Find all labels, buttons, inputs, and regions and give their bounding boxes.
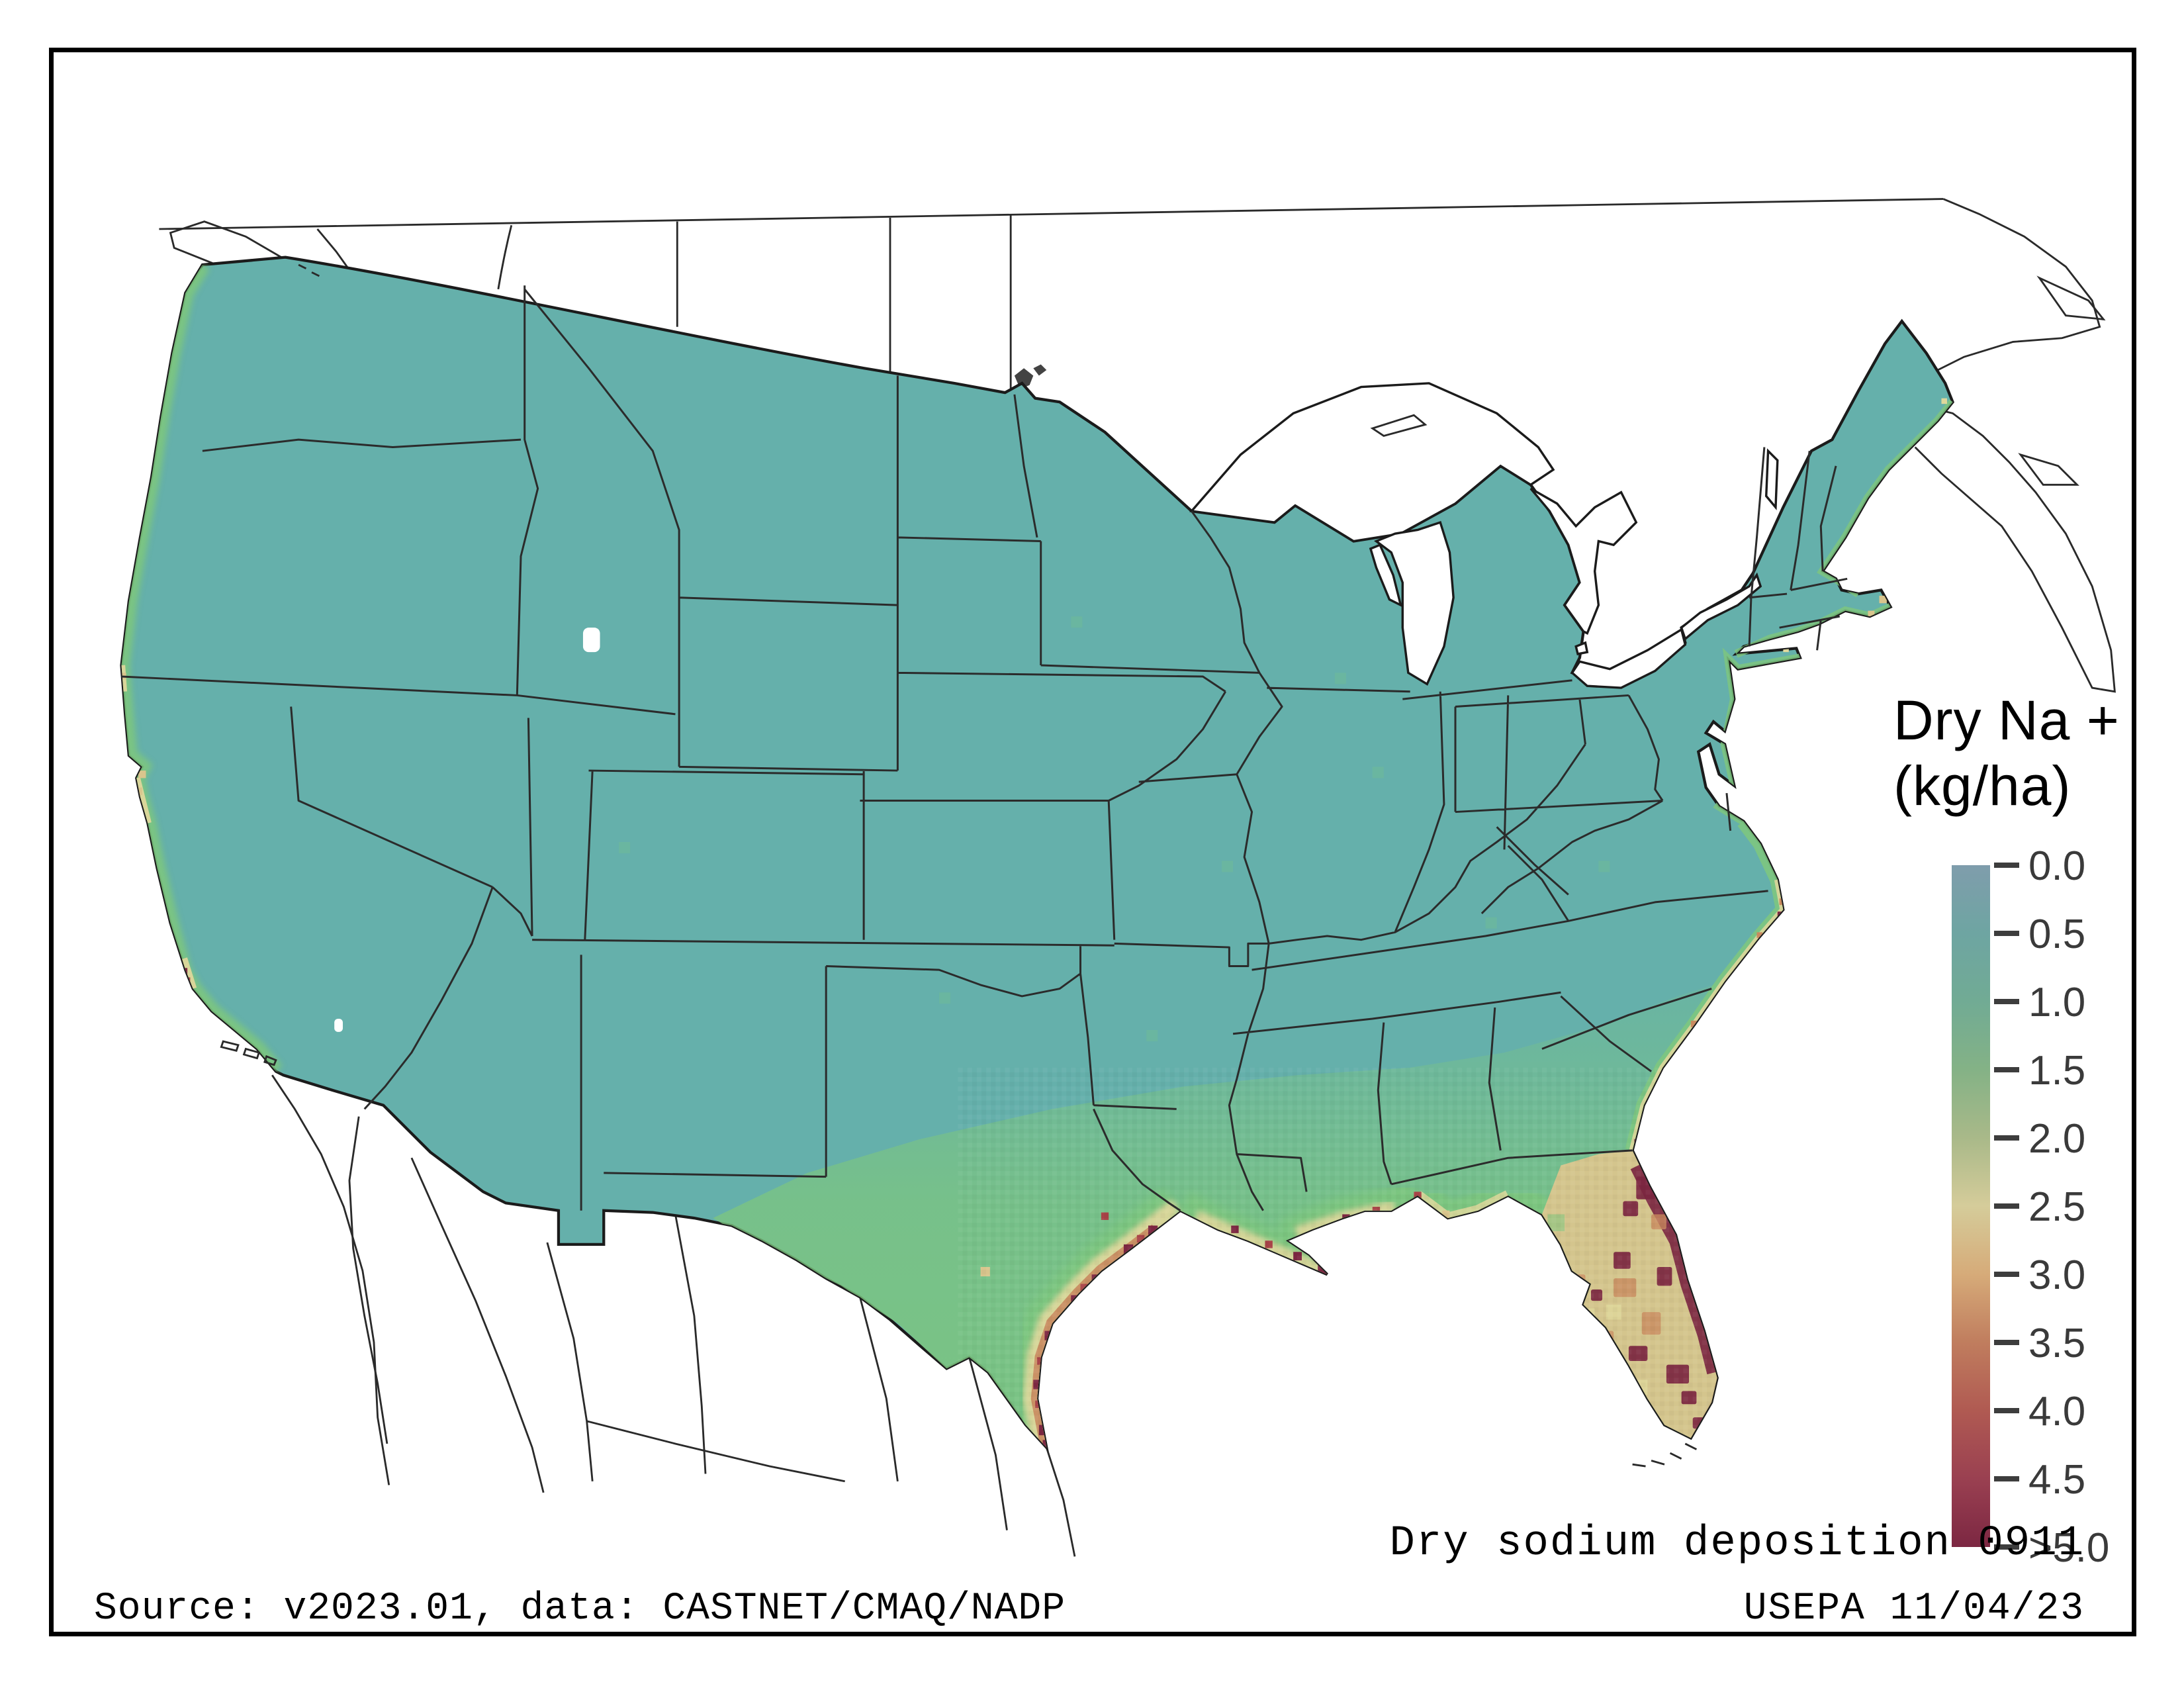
tick-label: 2.5 (2028, 1184, 2086, 1230)
tick-mark (1994, 1203, 2019, 1209)
agency-date: USEPA 11/04/23 (1743, 1587, 2085, 1630)
legend: Dry Na + (kg/ha) 0.0 0.5 1.0 1.5 2.0 2.5 3.0 3.… (1893, 688, 2184, 1571)
tick-mark (1994, 1408, 2019, 1413)
tick-label: 3.5 (2028, 1321, 2086, 1366)
tick-mark (1994, 863, 2019, 868)
tick-label: 1.5 (2028, 1048, 2086, 1094)
tick-mark (1994, 1544, 2019, 1550)
islands-and-keys (220, 263, 1698, 1468)
tick-label: 2.0 (2028, 1116, 2086, 1162)
tick-label: 1.0 (2028, 980, 2086, 1025)
tick-mark (1994, 1135, 2019, 1141)
tick-label: 3.0 (2028, 1252, 2086, 1298)
source-note: Source: v2023.01, data: CASTNET/CMAQ/NAD… (94, 1587, 1066, 1630)
tick-mark (1994, 931, 2019, 936)
tick-mark (1994, 1476, 2019, 1481)
tick-label: 4.0 (2028, 1389, 2086, 1434)
tick-label: 0.0 (2028, 843, 2086, 889)
us-deposition-map (120, 198, 2116, 1557)
plot-title: Dry sodium deposition 0911 (1389, 1520, 2085, 1568)
legend-title-line1: Dry Na + (1893, 689, 2120, 751)
great-lakes (1189, 382, 1779, 689)
state-borders (121, 285, 1848, 1211)
map-frame-border: Dry Na + (kg/ha) 0.0 0.5 1.0 1.5 2.0 2.5 3.0 3.… (49, 48, 2136, 1636)
tick-label: 4.5 (2028, 1457, 2086, 1503)
legend-colorbar (1952, 865, 1990, 1547)
tick-mark (1994, 1067, 2019, 1072)
tick-mark (1994, 999, 2019, 1004)
tick-label: 0.5 (2028, 912, 2086, 957)
tick-label: >5.0 (2028, 1525, 2110, 1571)
legend-ticks: 0.0 0.5 1.0 1.5 2.0 2.5 3.0 3.5 4.0 4.5 >5.0 (1990, 843, 2184, 1571)
tick-mark (1994, 1340, 2019, 1345)
legend-title: Dry Na + (kg/ha) (1893, 688, 2184, 819)
legend-title-line2: (kg/ha) (1893, 755, 2071, 818)
tick-mark (1994, 1272, 2019, 1277)
map-area (54, 52, 2132, 1632)
